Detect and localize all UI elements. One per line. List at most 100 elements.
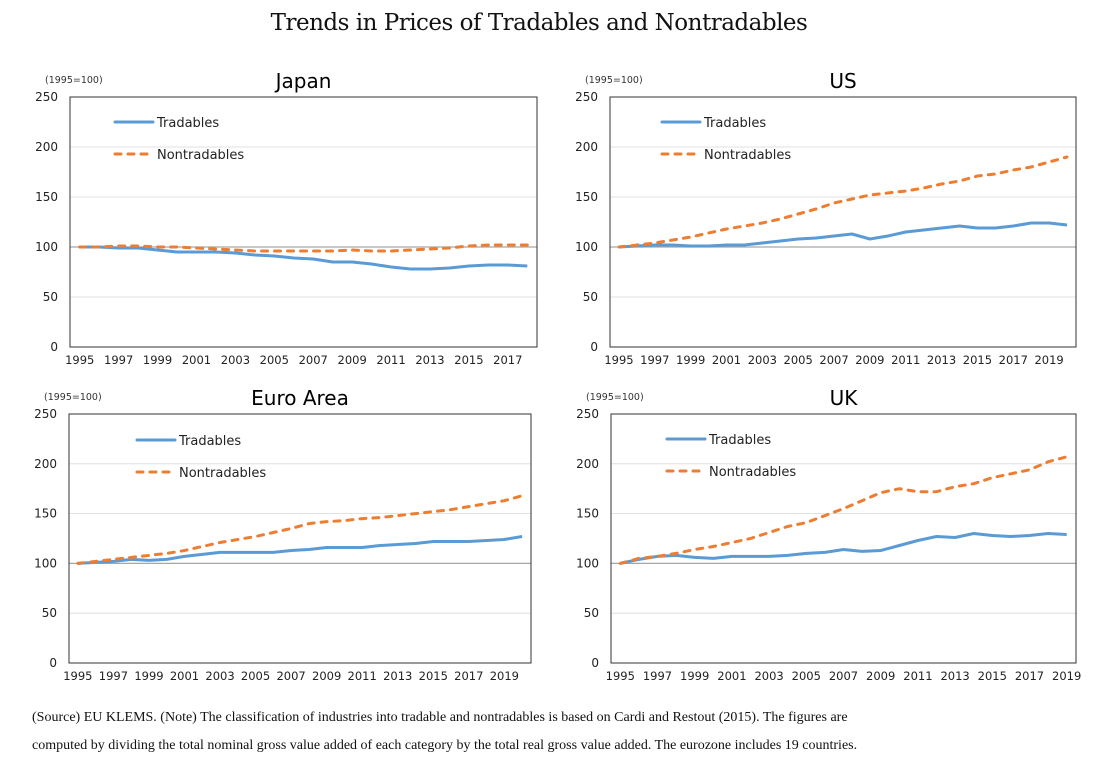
- x-tick-label: 2001: [717, 669, 746, 683]
- y-tick-label: 100: [575, 240, 598, 254]
- series-line-tradables: [618, 221, 1068, 249]
- footnote-line-1: (Source) EU KLEMS. (Note) The classifica…: [32, 710, 848, 725]
- y-tick-label: 0: [590, 340, 598, 354]
- y-tick-label: 50: [584, 606, 599, 620]
- x-tick-label: 1997: [99, 669, 128, 683]
- x-tick-label: 2017: [999, 353, 1028, 367]
- y-tick-label: 150: [576, 507, 599, 521]
- x-tick-label: 2015: [454, 353, 483, 367]
- y-tick-label: 0: [50, 340, 58, 354]
- x-tick-label: 2005: [260, 353, 289, 367]
- series-line-nontradables: [76, 494, 524, 565]
- series-line-tradables: [619, 532, 1067, 565]
- series-line-nontradables: [78, 243, 529, 253]
- x-tick-label: 2009: [855, 353, 884, 367]
- x-tick-label: 1995: [606, 669, 635, 683]
- legend-label-tradables: Tradables: [703, 116, 766, 131]
- chart-title: Japan: [274, 69, 332, 93]
- series-line-nontradables: [618, 455, 1069, 565]
- y-tick-label: 100: [34, 556, 57, 570]
- legend-label-nontradables: Nontradables: [704, 148, 791, 163]
- plot-area: [610, 413, 1077, 664]
- x-tick-label: 2011: [348, 669, 377, 683]
- x-tick-label: 2017: [1015, 669, 1044, 683]
- x-tick-label: 2013: [383, 669, 412, 683]
- x-tick-label: 2013: [927, 353, 956, 367]
- plot-area: [609, 96, 1077, 348]
- x-tick-label: 1999: [676, 353, 705, 367]
- y-tick-label: 200: [576, 457, 599, 471]
- x-tick-label: 2017: [454, 669, 483, 683]
- legend-label-nontradables: Nontradables: [179, 466, 266, 481]
- y-tick-label: 150: [34, 507, 57, 521]
- series-line-nontradables: [617, 155, 1069, 249]
- x-tick-label: 2007: [829, 669, 858, 683]
- y-tick-label: 250: [576, 407, 599, 421]
- x-tick-label: 2009: [866, 669, 895, 683]
- x-tick-label: 2007: [276, 669, 305, 683]
- x-tick-label: 1997: [640, 353, 669, 367]
- page-title: Trends in Prices of Tradables and Nontra…: [270, 10, 808, 36]
- y-tick-label: 150: [35, 190, 58, 204]
- series-line-tradables: [79, 245, 528, 271]
- legend-label-tradables: Tradables: [178, 434, 241, 449]
- x-tick-label: 2019: [1034, 353, 1063, 367]
- x-tick-label: 2015: [963, 353, 992, 367]
- x-tick-label: 2011: [376, 353, 405, 367]
- y-tick-label: 250: [575, 90, 598, 104]
- y-tick-label: 150: [575, 190, 598, 204]
- x-tick-label: 2009: [338, 353, 367, 367]
- x-tick-label: 2003: [754, 669, 783, 683]
- x-tick-label: 1995: [63, 669, 92, 683]
- x-tick-label: 2001: [170, 669, 199, 683]
- legend-label-tradables: Tradables: [708, 433, 771, 448]
- y-tick-label: 50: [43, 290, 58, 304]
- footnote-line-2: computed by dividing the total nominal g…: [32, 738, 858, 753]
- legend-label-nontradables: Nontradables: [709, 465, 796, 480]
- x-tick-label: 2013: [940, 669, 969, 683]
- x-tick-label: 1995: [65, 353, 94, 367]
- x-tick-label: 1997: [104, 353, 133, 367]
- x-tick-label: 2005: [792, 669, 821, 683]
- chart-panel-us: US (1995=100) 0 50 100 150 200 250 1995 1997 1999 2…: [575, 69, 1077, 367]
- y-tick-label: 100: [576, 556, 599, 570]
- chart-title: Euro Area: [251, 386, 349, 410]
- x-tick-label: 2003: [205, 669, 234, 683]
- chart-panel-japan: Japan (1995=100) 0 50 100 150 200 250 1995 1997 19…: [35, 69, 538, 367]
- y-tick-label: 200: [34, 457, 57, 471]
- y-tick-label: 50: [583, 290, 598, 304]
- chart-panel-euro-area: Euro Area (1995=100) 0 50 100 150 200 250 1995 19…: [34, 386, 532, 683]
- x-tick-label: 2005: [241, 669, 270, 683]
- series-line-tradables: [77, 535, 523, 565]
- x-tick-label: 2015: [978, 669, 1007, 683]
- x-tick-label: 2003: [748, 353, 777, 367]
- x-tick-label: 1995: [604, 353, 633, 367]
- x-tick-label: 1999: [143, 353, 172, 367]
- y-tick-label: 250: [35, 90, 58, 104]
- plot-area: [69, 96, 538, 348]
- unit-label: (1995=100): [585, 75, 643, 86]
- y-tick-label: 0: [49, 656, 57, 670]
- chart-title: UK: [830, 386, 859, 410]
- y-tick-label: 200: [575, 140, 598, 154]
- x-tick-label: 2019: [1052, 669, 1081, 683]
- unit-label: (1995=100): [44, 392, 102, 403]
- x-tick-label: 2003: [221, 353, 250, 367]
- x-tick-label: 1999: [134, 669, 163, 683]
- x-tick-label: 2019: [490, 669, 519, 683]
- x-tick-label: 2015: [419, 669, 448, 683]
- legend-label-nontradables: Nontradables: [157, 148, 244, 163]
- legend-label-tradables: Tradables: [156, 116, 219, 131]
- x-tick-label: 2013: [415, 353, 444, 367]
- plot-area: [68, 413, 532, 664]
- y-tick-label: 250: [34, 407, 57, 421]
- y-tick-label: 200: [35, 140, 58, 154]
- x-tick-label: 2001: [182, 353, 211, 367]
- chart-title: US: [829, 69, 856, 93]
- chart-panel-uk: UK (1995=100) 0 50 100 150 200 250 1995 1997 1999 2…: [576, 386, 1081, 683]
- unit-label: (1995=100): [586, 392, 644, 403]
- x-tick-label: 2005: [784, 353, 813, 367]
- x-tick-label: 2011: [903, 669, 932, 683]
- x-tick-label: 2001: [712, 353, 741, 367]
